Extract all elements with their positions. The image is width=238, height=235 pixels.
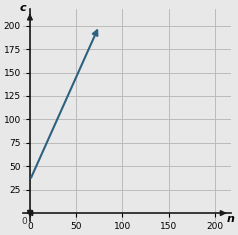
Text: c: c (19, 4, 26, 13)
Text: 0: 0 (21, 217, 27, 226)
Text: n: n (227, 214, 235, 224)
